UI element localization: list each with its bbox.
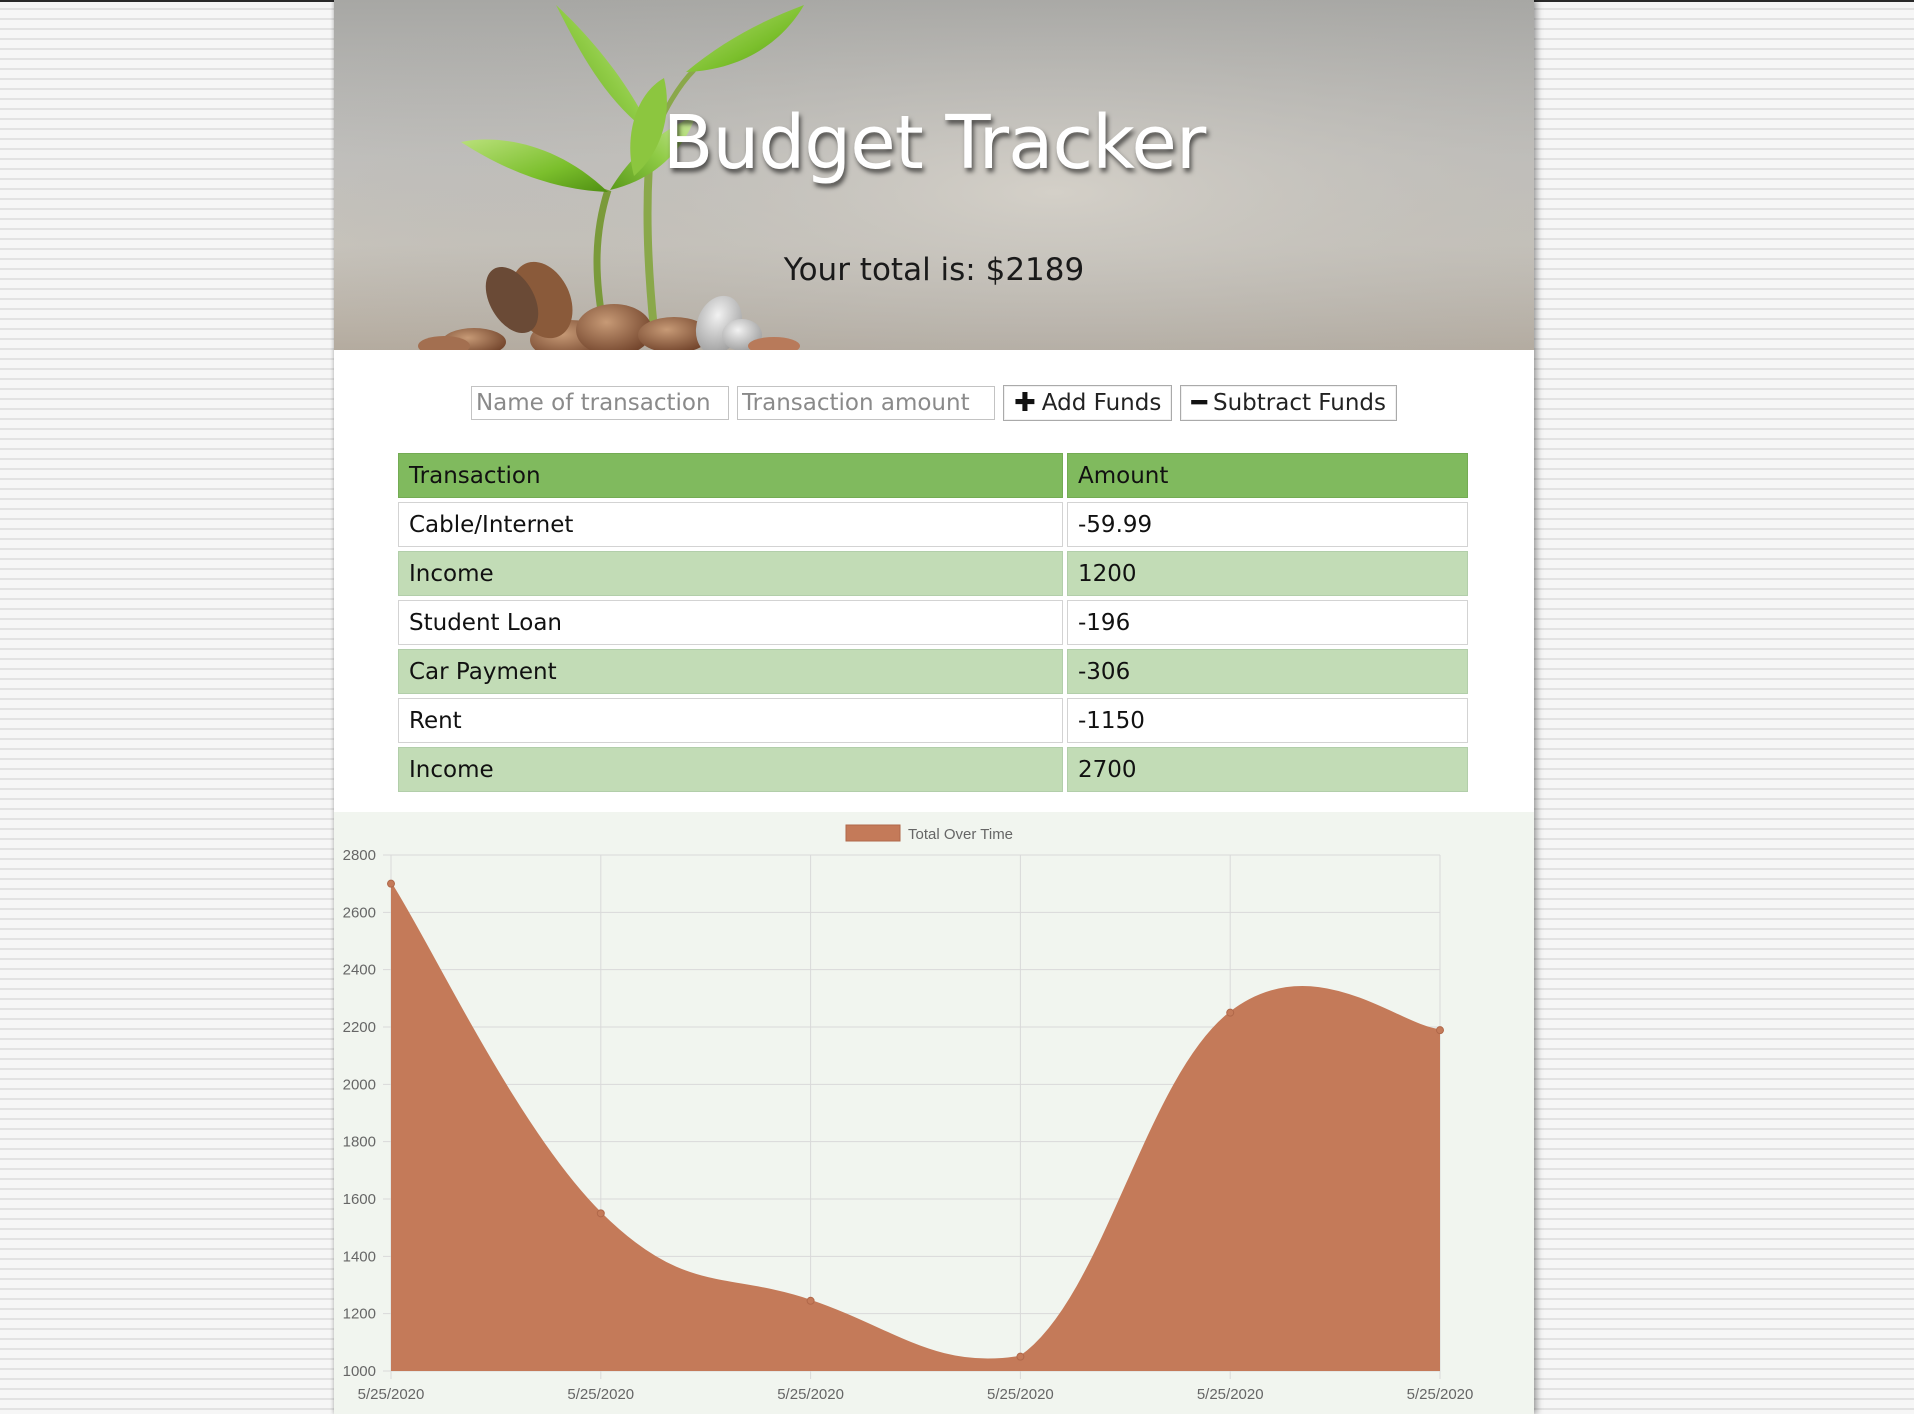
transactions-table: Transaction Amount Cable/Internet -59.99…: [394, 449, 1472, 796]
data-point[interactable]: [1016, 1352, 1025, 1361]
transaction-name-cell: Student Loan: [398, 600, 1063, 645]
table-row: Income 2700: [398, 747, 1468, 792]
table-row: Car Payment -306: [398, 649, 1468, 694]
chart-axes: 1000 1200 1400 1600 1800 2000 2200 2400 2600 2800…: [343, 847, 1474, 1403]
transaction-amount-cell: -306: [1067, 649, 1468, 694]
transaction-form: ✚ Add Funds ━ Subtract Funds: [334, 385, 1534, 421]
series-area-total-over-time: [391, 883, 1440, 1371]
data-point[interactable]: [1436, 1026, 1444, 1035]
budget-page: Budget Tracker Your total is: $2189 ✚ Ad…: [334, 0, 1534, 1414]
add-funds-button[interactable]: ✚ Add Funds: [1002, 385, 1173, 421]
column-header-amount: Amount: [1067, 453, 1468, 498]
chart-legend: Total Over Time: [845, 824, 1013, 843]
transaction-amount-cell: -1150: [1067, 698, 1468, 743]
legend-label[interactable]: Total Over Time: [908, 826, 1013, 843]
minus-icon: ━: [1191, 388, 1207, 418]
transaction-amount-input[interactable]: [736, 386, 995, 420]
x-tick-label: 5/25/2020: [1407, 1386, 1474, 1403]
transaction-name-cell: Rent: [398, 698, 1063, 743]
transaction-name-input[interactable]: [470, 386, 729, 420]
subtract-funds-button[interactable]: ━ Subtract Funds: [1180, 385, 1398, 421]
x-tick-label: 5/25/2020: [777, 1386, 844, 1403]
table-row: Rent -1150: [398, 698, 1468, 743]
total-over-time-chart: 1000 1200 1400 1600 1800 2000 2200 2400 2600 2800…: [334, 812, 1534, 1414]
y-tick-label: 1200: [343, 1306, 376, 1323]
page-title: Budget Tracker: [662, 100, 1207, 186]
table-row: Cable/Internet -59.99: [398, 502, 1468, 547]
y-tick-label: 1800: [343, 1134, 376, 1151]
legend-swatch: [845, 824, 901, 842]
y-tick-label: 1000: [343, 1363, 376, 1380]
y-tick-label: 2800: [343, 847, 376, 864]
chart-canvas: 1000 1200 1400 1600 1800 2000 2200 2400 2600 2800…: [343, 824, 1474, 1403]
transaction-amount-cell: 2700: [1067, 747, 1468, 792]
data-point[interactable]: [1226, 1008, 1235, 1017]
transaction-amount-cell: -59.99: [1067, 502, 1468, 547]
chart-series: [387, 879, 1444, 1371]
hero-banner: Budget Tracker Your total is: $2189: [334, 0, 1534, 350]
subtract-funds-label: Subtract Funds: [1212, 390, 1387, 416]
data-point[interactable]: [596, 1209, 605, 1218]
y-tick-label: 2600: [343, 904, 376, 921]
plant-coins-image: [334, 0, 1534, 350]
x-tick-label: 5/25/2020: [358, 1386, 425, 1403]
table-row: Student Loan -196: [398, 600, 1468, 645]
y-tick-label: 2200: [343, 1019, 376, 1036]
data-point[interactable]: [806, 1296, 815, 1305]
total-display: Your total is: $2189: [783, 252, 1085, 288]
transaction-amount-cell: 1200: [1067, 551, 1468, 596]
x-tick-label: 5/25/2020: [987, 1386, 1054, 1403]
x-tick-label: 5/25/2020: [1197, 1386, 1264, 1403]
y-tick-label: 2000: [343, 1076, 376, 1093]
series-line-total-over-time: [390, 883, 1441, 1361]
data-point[interactable]: [387, 879, 395, 888]
y-tick-label: 1600: [343, 1191, 376, 1208]
transaction-name-cell: Income: [398, 747, 1063, 792]
transaction-amount-cell: -196: [1067, 600, 1468, 645]
transaction-name-cell: Cable/Internet: [398, 502, 1063, 547]
column-header-transaction: Transaction: [398, 453, 1063, 498]
y-tick-label: 1400: [343, 1248, 376, 1265]
plus-icon: ✚: [1013, 388, 1036, 418]
y-tick-label: 2400: [343, 962, 376, 979]
table-header-row: Transaction Amount: [398, 453, 1468, 498]
table-row: Income 1200: [398, 551, 1468, 596]
x-tick-label: 5/25/2020: [567, 1386, 634, 1403]
transaction-name-cell: Income: [398, 551, 1063, 596]
add-funds-label: Add Funds: [1041, 390, 1162, 416]
transaction-name-cell: Car Payment: [398, 649, 1063, 694]
